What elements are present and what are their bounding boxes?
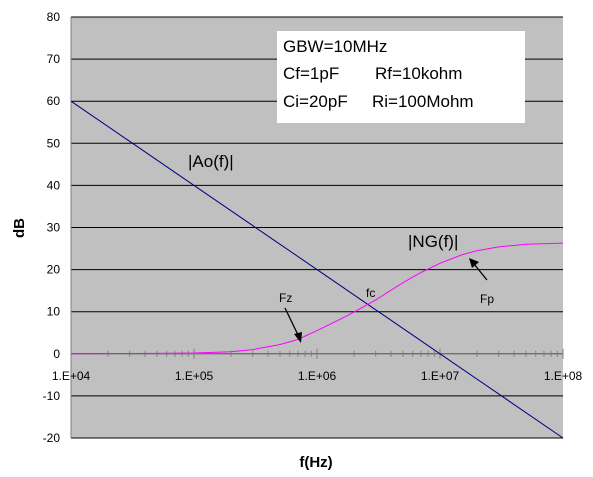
y-tick-label: 20 [47,263,61,277]
fz-label: Fz [279,291,292,305]
fc-label: fc [366,286,375,300]
y-tick-label: 30 [47,221,61,235]
y-tick-label: 10 [47,305,61,319]
ng-curve-label: |NG(f)| [408,232,458,251]
ng-series-line [70,242,564,355]
x-axis-title: f(Hz) [299,454,332,471]
y-tick-label: -20 [43,431,61,445]
x-tick-label: 1.E+07 [421,369,460,383]
fz-arrow [284,307,302,343]
x-tick-label: 1.E+08 [544,369,583,383]
y-tick-label: 40 [47,178,61,192]
info-gbw: GBW=10MHz [283,37,387,56]
y-tick-label: 0 [53,347,60,361]
y-tick-label: 60 [47,94,61,108]
y-tick-label: 50 [47,136,61,150]
y-axis-title: dB [11,218,28,238]
y-tick-label: -10 [43,389,61,403]
y-tick-label: 80 [47,10,61,24]
fp-label: Fp [480,292,494,306]
info-box [277,31,525,123]
info-cf: Cf=1pF [283,64,339,83]
x-tick-labels: 1.E+04 1.E+05 1.E+06 1.E+07 1.E+08 [52,369,583,383]
info-ri: Ri=100Mohm [372,92,474,111]
x-tick-label: 1.E+06 [298,369,337,383]
y-tick-label: 70 [47,52,61,66]
ao-series-line [70,100,564,439]
y-tick-labels: -20 -10 0 10 20 30 40 50 60 70 80 [43,10,61,445]
x-tick-label: 1.E+05 [175,369,214,383]
series-layer [70,100,564,439]
ao-curve-label: |Ao(f)| [188,152,234,171]
x-tick-label: 1.E+04 [52,369,91,383]
info-rf: Rf=10kohm [375,64,462,83]
fp-arrow [469,258,488,281]
info-ci: Ci=20pF [283,92,348,111]
